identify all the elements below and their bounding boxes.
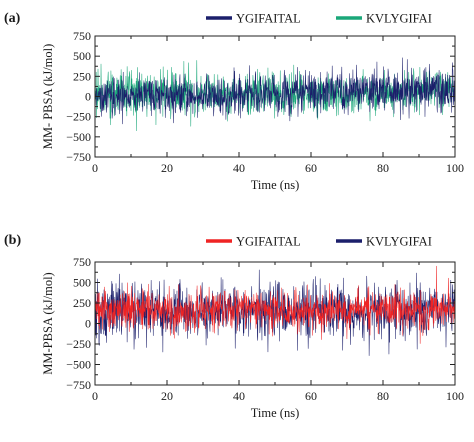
legend-label: YGIFAITAL (236, 12, 301, 26)
y-tick-label: −250 (66, 110, 91, 124)
y-tick-label: −500 (66, 130, 91, 144)
x-tick-label: 100 (446, 389, 464, 403)
x-tick-label: 80 (377, 161, 389, 175)
legend-label: YGIFAITAL (236, 235, 301, 249)
y-tick-label: −250 (66, 337, 91, 351)
x-tick-label: 0 (92, 161, 98, 175)
legend-label: KVLYGIFAI (366, 235, 432, 249)
x-tick-label: 60 (305, 161, 317, 175)
x-tick-label: 40 (233, 389, 245, 403)
x-tick-label: 0 (92, 389, 98, 403)
y-tick-label: −750 (66, 378, 91, 392)
y-tick-label: 750 (73, 255, 91, 269)
x-tick-label: 100 (446, 161, 464, 175)
y-tick-label: 250 (73, 296, 91, 310)
x-tick-label: 40 (233, 161, 245, 175)
y-tick-label: −750 (66, 150, 91, 164)
x-axis-label: Time (ns) (251, 406, 300, 420)
y-tick-label: 0 (85, 317, 91, 331)
y-axis-label: MM- PBSA (kJ/mol) (41, 44, 55, 150)
y-tick-label: 500 (73, 49, 91, 63)
y-tick-label: 500 (73, 276, 91, 290)
series-line-ygifaital (95, 57, 455, 125)
series-line-ygifaital (95, 265, 455, 344)
chart-panel-a: (a) −750 −500 −250 0 250 500 750 0 20 40 60 80 100 Tim… (4, 11, 464, 192)
x-tick-label: 60 (305, 389, 317, 403)
x-axis-label: Time (ns) (251, 178, 300, 192)
x-tick-label: 20 (161, 389, 173, 403)
legend-label: KVLYGIFAI (366, 12, 432, 26)
panel-label: (b) (4, 233, 21, 248)
y-tick-label: 250 (73, 69, 91, 83)
panel-label: (a) (4, 11, 21, 26)
y-axis-label: MM-PBSA (kJ/mol) (41, 272, 55, 374)
x-tick-label: 20 (161, 161, 173, 175)
x-tick-label: 80 (377, 389, 389, 403)
y-tick-label: 750 (73, 29, 91, 43)
y-tick-label: −500 (66, 358, 91, 372)
chart-panel-b: (b) −750 −500 −250 0 250 500 750 0 20 40 60 80 100 Tim… (4, 233, 464, 420)
y-tick-label: 0 (85, 90, 91, 104)
